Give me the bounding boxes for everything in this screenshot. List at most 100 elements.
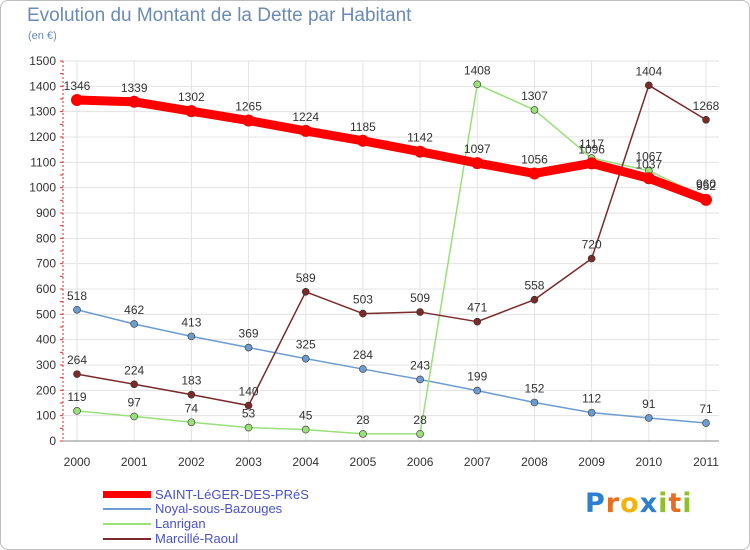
data-label-3: 509 <box>410 291 430 305</box>
y-tick-label: 300 <box>36 358 56 372</box>
data-point-0 <box>585 157 598 170</box>
x-tick-label: 2001 <box>121 455 148 469</box>
data-point-1 <box>702 419 710 427</box>
data-point-1 <box>187 332 196 341</box>
y-tick-label: 1300 <box>29 105 56 119</box>
data-point-3 <box>187 390 196 399</box>
proxiti-logo: Proxiti <box>585 488 693 519</box>
y-tick-label: 100 <box>36 409 56 423</box>
chart-title: Evolution du Montant de la Dette par Hab… <box>27 5 412 26</box>
y-tick-label: 1000 <box>29 181 56 195</box>
data-point-0 <box>642 172 655 185</box>
logo-letter: r <box>605 488 621 519</box>
data-point-0 <box>71 94 83 107</box>
data-label-3: 558 <box>524 279 544 293</box>
data-point-1 <box>301 354 310 363</box>
data-point-3 <box>587 254 596 263</box>
series-line-3 <box>76 84 707 407</box>
data-point-3 <box>73 370 81 378</box>
x-tick-label: 2006 <box>407 455 434 469</box>
data-label-3: 589 <box>296 271 316 285</box>
data-point-2 <box>530 106 539 114</box>
data-label-0: 1056 <box>521 152 548 166</box>
legend-swatch-noyal <box>103 508 151 510</box>
data-label-1: 284 <box>353 348 373 362</box>
data-label-2: 960 <box>696 177 716 191</box>
series-line-2 <box>76 83 707 435</box>
y-tick-label: 400 <box>36 333 56 347</box>
data-point-0 <box>471 157 484 170</box>
data-label-2: 74 <box>185 401 199 415</box>
data-point-3 <box>244 401 253 410</box>
y-tick-label: 0 <box>49 434 56 448</box>
legend-label-lanrigan: Lanrigan <box>155 516 206 531</box>
data-point-3 <box>301 287 310 296</box>
y-tick-label: 1400 <box>29 79 56 93</box>
logo-letter: P <box>585 488 606 519</box>
data-point-2 <box>301 425 310 434</box>
data-point-0 <box>414 145 427 158</box>
y-tick-label: 700 <box>36 257 56 271</box>
data-label-0: 1097 <box>464 142 491 156</box>
data-label-1: 413 <box>181 315 201 329</box>
x-tick-label: 2003 <box>235 455 262 469</box>
logo-letter: x <box>639 488 659 519</box>
x-tick-label: 2011 <box>693 455 719 469</box>
data-point-1 <box>645 414 653 422</box>
data-point-2 <box>130 412 138 421</box>
data-label-3: 720 <box>582 238 602 252</box>
data-point-2 <box>187 418 196 427</box>
data-point-1 <box>73 305 81 314</box>
data-label-1: 71 <box>699 402 713 416</box>
data-point-0 <box>128 95 141 108</box>
data-point-2 <box>359 430 367 438</box>
data-point-2 <box>73 407 81 415</box>
data-label-0: 1302 <box>178 90 205 104</box>
data-label-3: 1268 <box>693 99 720 113</box>
x-tick-label: 2005 <box>350 455 377 469</box>
data-point-1 <box>587 408 596 417</box>
data-label-0: 1224 <box>292 110 319 124</box>
y-tick-label: 500 <box>36 307 56 321</box>
legend-label-noyal: Noyal-sous-Bazouges <box>155 501 283 516</box>
data-label-0: 1142 <box>407 131 433 145</box>
series-line-1 <box>76 309 707 424</box>
legend-swatch-saint-leger <box>103 491 151 498</box>
data-label-2: 97 <box>128 395 142 409</box>
data-point-3 <box>645 81 653 90</box>
data-point-3 <box>130 380 138 389</box>
data-point-1 <box>416 375 424 384</box>
unit-label: (en €) <box>28 30 57 42</box>
data-label-2: 28 <box>413 413 427 427</box>
data-point-1 <box>473 386 482 395</box>
logo-letter: t <box>668 488 683 519</box>
data-label-3: 224 <box>124 363 144 377</box>
data-label-3: 471 <box>467 301 487 315</box>
data-label-3: 140 <box>239 385 259 399</box>
x-tick-label: 2002 <box>178 455 205 469</box>
logo-letter: i <box>658 488 669 519</box>
data-label-2: 28 <box>356 413 370 427</box>
y-tick-label: 900 <box>36 206 56 220</box>
y-tick-label: 600 <box>36 282 56 296</box>
legend-swatch-marcille <box>103 538 151 540</box>
data-label-2: 1408 <box>464 63 491 77</box>
data-label-1: 325 <box>296 338 316 352</box>
data-label-3: 264 <box>67 353 87 367</box>
data-point-3 <box>702 115 710 124</box>
data-label-2: 53 <box>242 407 256 421</box>
data-point-1 <box>130 320 138 328</box>
data-label-0: 952 <box>696 179 716 193</box>
data-point-0 <box>242 114 255 127</box>
x-tick-label: 2009 <box>578 455 605 469</box>
data-label-1: 243 <box>410 358 430 372</box>
y-tick-label: 200 <box>36 383 56 397</box>
data-point-3 <box>359 309 367 318</box>
data-label-0: 1185 <box>350 120 376 134</box>
data-point-2 <box>473 80 482 89</box>
data-point-0 <box>700 193 712 206</box>
x-tick-label: 2007 <box>464 455 491 469</box>
data-point-1 <box>359 365 367 373</box>
x-tick-label: 2000 <box>64 455 91 469</box>
data-label-1: 518 <box>67 289 87 303</box>
